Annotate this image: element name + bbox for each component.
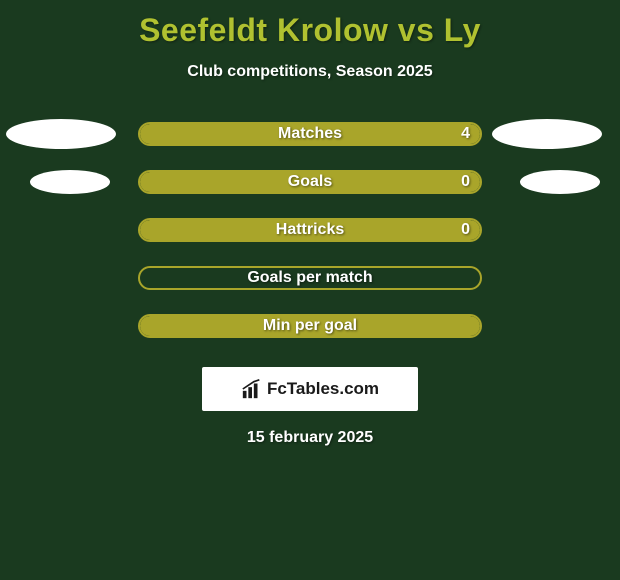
bar-track: Min per goal xyxy=(138,314,482,338)
stat-row-goals: Goals 0 xyxy=(0,169,620,195)
stat-row-min-per-goal: Min per goal xyxy=(0,313,620,339)
page-title: Seefeldt Krolow vs Ly xyxy=(0,0,620,49)
bar-track: Hattricks 0 xyxy=(138,218,482,242)
ellipse-icon xyxy=(6,119,116,149)
bar-value: 4 xyxy=(461,125,470,143)
bar-value: 0 xyxy=(461,173,470,191)
bar-label: Goals xyxy=(288,173,332,191)
bar-label: Hattricks xyxy=(276,221,344,239)
stat-rows: Matches 4 Goals 0 Hattricks 0 Goals per … xyxy=(0,121,620,339)
bar-label: Matches xyxy=(278,125,342,143)
date-text: 15 february 2025 xyxy=(0,429,620,447)
bar-label: Goals per match xyxy=(247,269,372,287)
page-subtitle: Club competitions, Season 2025 xyxy=(0,63,620,81)
bar-track: Goals per match xyxy=(138,266,482,290)
ellipse-icon xyxy=(492,119,602,149)
stat-row-matches: Matches 4 xyxy=(0,121,620,147)
stat-row-goals-per-match: Goals per match xyxy=(0,265,620,291)
logo-text: FcTables.com xyxy=(267,379,379,399)
bar-chart-icon xyxy=(241,378,263,400)
stat-row-hattricks: Hattricks 0 xyxy=(0,217,620,243)
ellipse-icon xyxy=(30,170,110,194)
bar-track: Goals 0 xyxy=(138,170,482,194)
ellipse-icon xyxy=(520,170,600,194)
bar-track: Matches 4 xyxy=(138,122,482,146)
bar-value: 0 xyxy=(461,221,470,239)
logo-box: FcTables.com xyxy=(202,367,418,411)
bar-label: Min per goal xyxy=(263,317,357,335)
